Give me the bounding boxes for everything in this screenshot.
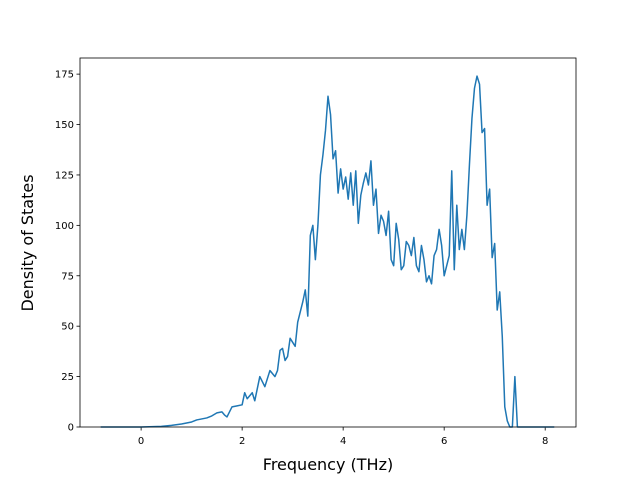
y-tick-label: 75 [61, 271, 74, 282]
x-axis-label: Frequency (THz) [263, 455, 393, 474]
y-tick-label: 0 [68, 423, 74, 434]
plot-frame [79, 57, 577, 428]
y-tick-label: 100 [55, 221, 74, 232]
x-tick-label: 8 [542, 436, 548, 447]
x-tick-label: 0 [138, 436, 144, 447]
y-axis-label: Density of States [18, 174, 37, 311]
x-tick-label: 4 [340, 436, 346, 447]
y-tick-label: 175 [55, 70, 74, 81]
y-tick-label: 150 [55, 120, 74, 131]
y-tick-label: 50 [61, 322, 74, 333]
y-tick-label: 25 [61, 372, 74, 383]
line [100, 75, 555, 428]
y-tick-label: 125 [55, 170, 74, 181]
x-tick-label: 2 [239, 436, 245, 447]
x-tick-label: 6 [441, 436, 447, 447]
